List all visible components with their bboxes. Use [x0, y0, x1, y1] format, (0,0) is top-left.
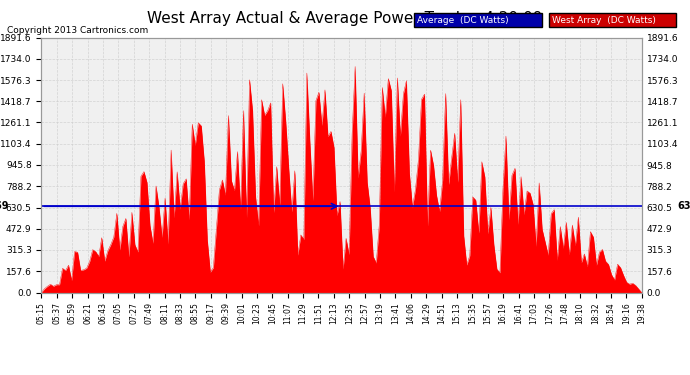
- Text: 639.69: 639.69: [0, 201, 8, 211]
- Text: West Array Actual & Average Power Tue Jun 4 20:09: West Array Actual & Average Power Tue Ju…: [147, 11, 543, 26]
- Text: Average  (DC Watts): Average (DC Watts): [417, 16, 509, 25]
- Text: 639.69: 639.69: [678, 201, 690, 211]
- Text: West Array  (DC Watts): West Array (DC Watts): [552, 16, 656, 25]
- Text: Copyright 2013 Cartronics.com: Copyright 2013 Cartronics.com: [7, 26, 148, 35]
